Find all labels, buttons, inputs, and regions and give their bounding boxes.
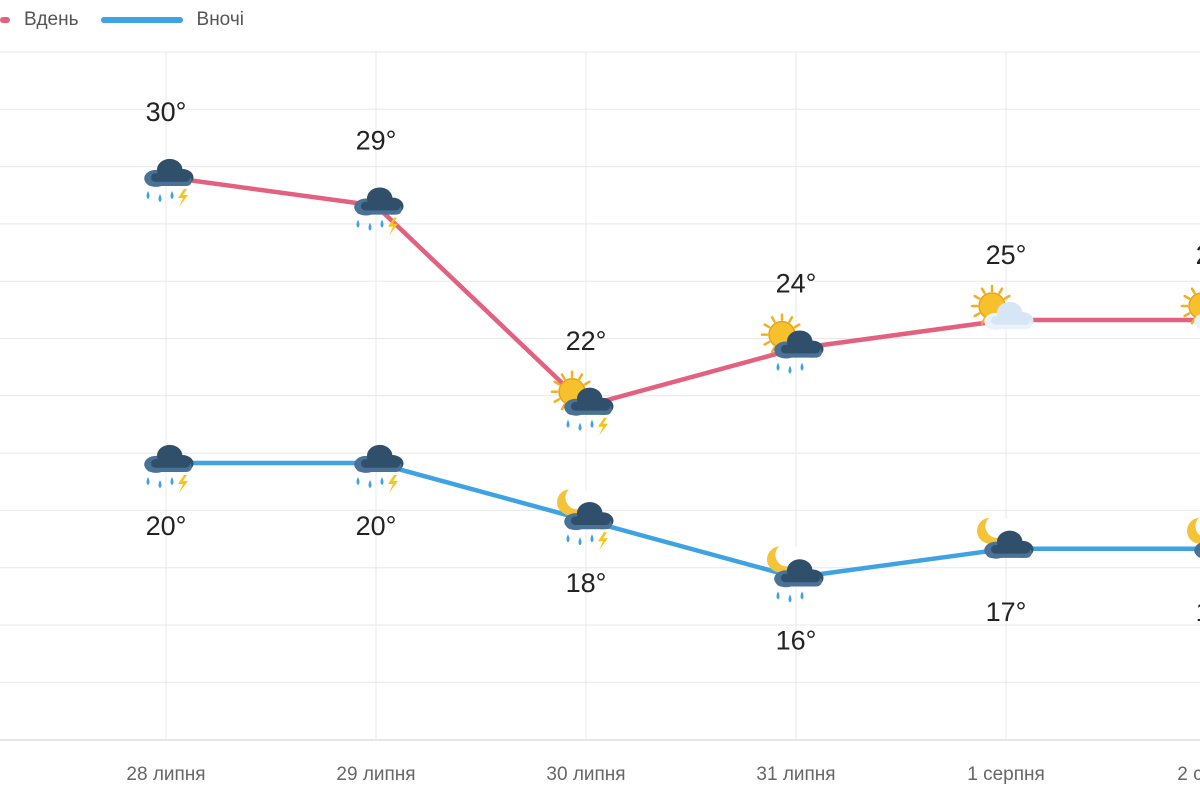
legend-label-day: Вдень (24, 9, 79, 30)
sun-cloud-rain-icon (760, 313, 824, 374)
moon-cloud-rain-icon (767, 543, 824, 603)
legend-swatch-night (100, 17, 183, 23)
chart-legend: Вдень Вночі (0, 4, 266, 36)
legend-swatch-day (0, 17, 10, 23)
night-temp-label: 18° (566, 568, 607, 598)
x-tick-label: 28 липня (126, 764, 205, 785)
night-temp-label: 16° (776, 625, 817, 655)
sun-cloud-icon (970, 284, 1034, 330)
sun-cloud-icon (1180, 287, 1200, 329)
day-temp-label: 22° (566, 326, 607, 356)
thunderstorm-rain-icon (354, 187, 404, 236)
moon-cloud-icon (1187, 516, 1200, 558)
legend-label-night: Вночі (196, 9, 244, 30)
day-temp-label: 29° (356, 126, 397, 156)
thunderstorm-rain-icon (144, 158, 194, 207)
legend-item-day[interactable]: Вдень (0, 9, 79, 31)
temperature-labels: 30° 29° 22° 24° 25° 25° 20° 20° 18° 16° 17° 17° (146, 97, 1200, 655)
night-temp-label: 17° (1196, 597, 1200, 627)
chart-grid (0, 51, 1200, 741)
x-tick-label: 2 серпня (1177, 764, 1200, 785)
series-line-night (163, 460, 1200, 580)
x-tick-label: 30 липня (546, 764, 625, 785)
series-lines (163, 174, 1200, 580)
x-axis-labels: 28 липня 29 липня 30 липня 31 липня 1 серпня… (126, 764, 1200, 785)
night-temp-label: 17° (986, 597, 1027, 627)
moon-cloud-icon (977, 514, 1034, 559)
legend-item-night[interactable]: Вночі (100, 9, 244, 31)
series-line-day (163, 174, 1200, 409)
x-tick-label: 29 липня (336, 764, 415, 785)
day-temp-label: 24° (776, 269, 817, 299)
day-temp-label: 25° (986, 240, 1027, 270)
day-temp-label: 30° (146, 97, 187, 127)
day-temp-label: 25° (1196, 240, 1200, 270)
x-tick-label: 31 липня (756, 764, 835, 785)
sun-thunderstorm-rain-icon (550, 370, 614, 436)
night-temp-label: 20° (356, 511, 397, 541)
weather-icons (144, 158, 1200, 603)
moon-thunderstorm-rain-icon (557, 485, 614, 551)
night-temp-label: 20° (146, 511, 187, 541)
thunderstorm-rain-icon (144, 444, 194, 493)
thunderstorm-rain-icon (354, 444, 404, 493)
x-tick-label: 1 серпня (967, 764, 1045, 785)
